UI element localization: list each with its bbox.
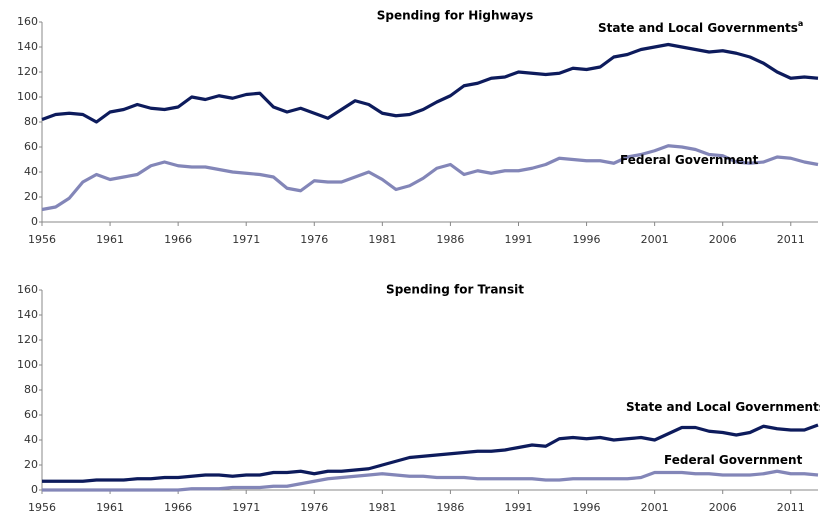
series-label: Federal Government: [664, 453, 803, 467]
series-name: Federal Government: [620, 153, 759, 167]
y-tick-label: 80: [24, 383, 38, 396]
x-tick-label: 2011: [777, 233, 805, 246]
series-label: State and Local Governmentsa: [626, 398, 820, 414]
y-tick-label: 20: [24, 458, 38, 471]
x-tick-label: 2001: [641, 233, 669, 246]
y-tick-label: 100: [17, 358, 38, 371]
y-tick-label: 160: [17, 15, 38, 28]
x-tick-label: 1981: [368, 501, 396, 514]
y-tick-label: 40: [24, 433, 38, 446]
series-line: [41, 42, 819, 124]
x-tick-label: 1966: [164, 233, 192, 246]
series-name: Federal Government: [664, 453, 803, 467]
y-tick-label: 160: [17, 283, 38, 296]
x-tick-label: 1996: [573, 501, 601, 514]
x-tick-label: 1991: [504, 233, 532, 246]
y-tick-label: 40: [24, 165, 38, 178]
x-tick-label: 2006: [709, 233, 737, 246]
chart-title: Spending for Transit: [386, 283, 524, 297]
y-tick-label: 120: [17, 65, 38, 78]
x-tick-label: 2001: [641, 501, 669, 514]
x-tick-label: 2006: [709, 501, 737, 514]
x-tick-label: 1976: [300, 233, 328, 246]
y-tick-label: 0: [31, 483, 38, 496]
y-tick-label: 0: [31, 215, 38, 228]
x-tick-label: 1996: [573, 233, 601, 246]
y-tick-label: 140: [17, 40, 38, 53]
series-label: Federal Government: [620, 153, 759, 167]
x-tick-label: 1961: [96, 501, 124, 514]
y-tick-label: 140: [17, 308, 38, 321]
series-line: [42, 423, 819, 483]
y-tick-label: 20: [24, 190, 38, 203]
x-tick-label: 1986: [436, 233, 464, 246]
x-tick-label: 1961: [96, 233, 124, 246]
series-line: [41, 144, 819, 212]
y-tick-label: 60: [24, 408, 38, 421]
chart-title: Spending for Highways: [377, 9, 534, 23]
x-tick-label: 1956: [28, 501, 56, 514]
x-tick-label: 1971: [232, 501, 260, 514]
x-tick-label: 1971: [232, 233, 260, 246]
series-line: [42, 469, 819, 492]
x-tick-label: 1976: [300, 501, 328, 514]
series-name: State and Local Governments: [626, 400, 820, 414]
y-tick-label: 100: [17, 90, 38, 103]
footnote-marker: a: [798, 19, 803, 28]
x-tick-label: 2011: [777, 501, 805, 514]
x-tick-label: 1956: [28, 233, 56, 246]
series-label: State and Local Governmentsa: [598, 19, 803, 35]
y-tick-label: 80: [24, 115, 38, 128]
x-tick-label: 1981: [368, 233, 396, 246]
x-tick-label: 1991: [504, 501, 532, 514]
x-tick-label: 1966: [164, 501, 192, 514]
series-name: State and Local Governments: [598, 21, 798, 35]
y-tick-label: 120: [17, 333, 38, 346]
x-tick-label: 1986: [436, 501, 464, 514]
y-tick-label: 60: [24, 140, 38, 153]
